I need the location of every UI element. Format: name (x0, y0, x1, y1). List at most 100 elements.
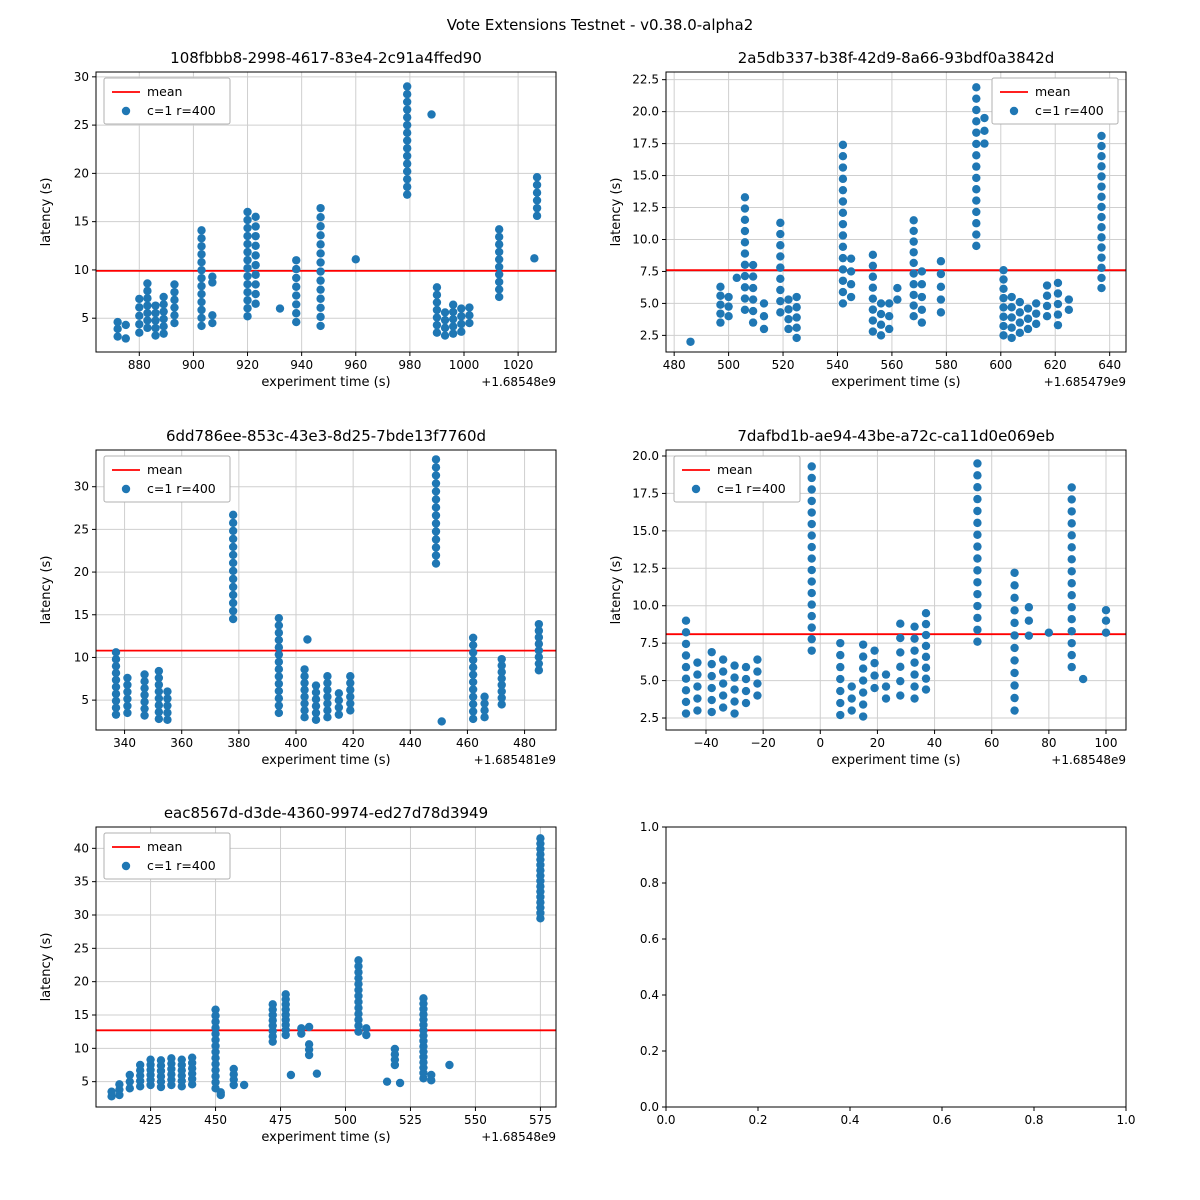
svg-text:mean: mean (717, 462, 752, 477)
svg-text:25: 25 (74, 118, 89, 132)
subplot-3: 340 360 380 400 420 440 460 480 5 10 15 20 25 30 6dd78… (0, 426, 600, 804)
svg-text:475: 475 (269, 1113, 292, 1127)
svg-text:0.0: 0.0 (640, 1100, 659, 1114)
svg-text:60: 60 (984, 736, 999, 750)
svg-text:480: 480 (513, 736, 536, 750)
svg-text:640: 640 (1098, 358, 1121, 372)
svg-text:20.0: 20.0 (632, 449, 659, 463)
chart-svg: 0.0 0.2 0.4 0.6 0.8 1.0 0.0 0.2 0.4 0.6 0.8 1.0 (640, 820, 1136, 1127)
svg-text:latency (s): latency (s) (39, 933, 54, 1002)
svg-text:10.0: 10.0 (632, 232, 659, 246)
svg-text:eac8567d-d3de-4360-9974-ed27d7: eac8567d-d3de-4360-9974-ed27d78d3949 (164, 804, 488, 822)
svg-text:latency (s): latency (s) (609, 178, 624, 247)
svg-text:+1.68548e9: +1.68548e9 (1051, 753, 1126, 767)
svg-text:7.5: 7.5 (640, 636, 659, 650)
svg-text:12.5: 12.5 (632, 201, 659, 215)
svg-text:500: 500 (717, 358, 740, 372)
svg-text:0.8: 0.8 (640, 876, 659, 890)
svg-text:latency (s): latency (s) (609, 556, 624, 625)
svg-text:80: 80 (1041, 736, 1056, 750)
svg-text:22.5: 22.5 (632, 73, 659, 87)
svg-text:940: 940 (290, 358, 313, 372)
svg-text:0.4: 0.4 (640, 988, 659, 1002)
svg-text:30: 30 (74, 908, 89, 922)
svg-text:108fbbb8-2998-4617-83e4-2c91a4: 108fbbb8-2998-4617-83e4-2c91a4ffed90 (170, 49, 482, 67)
svg-text:15: 15 (74, 608, 89, 622)
svg-text:c=1 r=400: c=1 r=400 (1035, 103, 1104, 118)
svg-text:10: 10 (74, 1041, 89, 1055)
svg-text:+1.68548e9: +1.68548e9 (481, 375, 556, 389)
svg-text:0.2: 0.2 (640, 1044, 659, 1058)
subplot-5: 425 450 475 500 525 550 575 5 10 15 20 25 30 35 40 eac8… (0, 803, 600, 1181)
svg-text:500: 500 (334, 1113, 357, 1127)
svg-text:480: 480 (663, 358, 686, 372)
svg-text:980: 980 (398, 358, 421, 372)
svg-text:360: 360 (170, 736, 193, 750)
svg-text:2.5: 2.5 (640, 711, 659, 725)
svg-text:20: 20 (74, 975, 89, 989)
subplot-4: −40 −20 0 20 40 60 80 100 2.5 5.0 7.5 10.0 12.5 15.0 1… (600, 426, 1200, 804)
svg-text:2a5db337-b38f-42d9-8a66-93bdf0: 2a5db337-b38f-42d9-8a66-93bdf0a3842d (738, 49, 1055, 67)
svg-text:5: 5 (81, 1075, 89, 1089)
svg-text:6dd786ee-853c-43e3-8d25-7bde13: 6dd786ee-853c-43e3-8d25-7bde13f7760d (166, 427, 486, 445)
svg-text:c=1 r=400: c=1 r=400 (147, 103, 216, 118)
chart-svg: −40 −20 0 20 40 60 80 100 2.5 5.0 7.5 10.0 12.5 15.0 1… (609, 427, 1127, 768)
svg-text:25: 25 (74, 522, 89, 536)
svg-text:20: 20 (74, 565, 89, 579)
svg-text:425: 425 (139, 1113, 162, 1127)
svg-text:mean: mean (147, 462, 182, 477)
svg-text:920: 920 (236, 358, 259, 372)
subplot-6: 0.0 0.2 0.4 0.6 0.8 1.0 0.0 0.2 0.4 0.6 0.8 1.0 (600, 803, 1200, 1181)
svg-text:17.5: 17.5 (632, 486, 659, 500)
svg-text:−40: −40 (693, 736, 718, 750)
svg-text:100: 100 (1095, 736, 1118, 750)
svg-text:latency (s): latency (s) (39, 178, 54, 247)
svg-text:c=1 r=400: c=1 r=400 (717, 481, 786, 496)
svg-text:17.5: 17.5 (632, 137, 659, 151)
svg-text:600: 600 (989, 358, 1012, 372)
svg-text:40: 40 (927, 736, 942, 750)
svg-text:620: 620 (1044, 358, 1067, 372)
svg-text:mean: mean (147, 84, 182, 99)
svg-text:15.0: 15.0 (632, 524, 659, 538)
svg-text:mean: mean (1035, 84, 1070, 99)
figure-title: Vote Extensions Testnet - v0.38.0-alpha2 (446, 16, 754, 34)
chart-svg: 340 360 380 400 420 440 460 480 5 10 15 20 25 30 6dd78… (39, 427, 557, 768)
svg-text:experiment time (s): experiment time (s) (261, 375, 390, 390)
svg-text:experiment time (s): experiment time (s) (261, 1130, 390, 1145)
svg-text:340: 340 (113, 736, 136, 750)
svg-text:1.0: 1.0 (1116, 1113, 1135, 1127)
svg-text:380: 380 (227, 736, 250, 750)
svg-text:30: 30 (74, 70, 89, 84)
svg-text:2.5: 2.5 (640, 328, 659, 342)
svg-text:30: 30 (74, 480, 89, 494)
svg-text:420: 420 (342, 736, 365, 750)
svg-text:7dafbd1b-ae94-43be-a72c-ca11d0: 7dafbd1b-ae94-43be-a72c-ca11d0e069eb (737, 427, 1054, 445)
svg-text:experiment time (s): experiment time (s) (831, 753, 960, 768)
svg-text:540: 540 (826, 358, 849, 372)
chart-svg: 880 900 920 940 960 980 1000 1020 5 10 15 20 25 30 108… (39, 49, 557, 390)
svg-text:0.2: 0.2 (748, 1113, 767, 1127)
svg-text:10: 10 (74, 263, 89, 277)
svg-text:10.0: 10.0 (632, 599, 659, 613)
svg-text:450: 450 (204, 1113, 227, 1127)
svg-text:880: 880 (128, 358, 151, 372)
svg-text:550: 550 (464, 1113, 487, 1127)
svg-text:−20: −20 (750, 736, 775, 750)
svg-text:40: 40 (74, 841, 89, 855)
chart-svg: 425 450 475 500 525 550 575 5 10 15 20 25 30 35 40 eac8… (39, 804, 557, 1145)
svg-text:experiment time (s): experiment time (s) (261, 753, 390, 768)
svg-text:525: 525 (399, 1113, 422, 1127)
svg-text:20: 20 (74, 166, 89, 180)
svg-text:0.6: 0.6 (932, 1113, 951, 1127)
svg-text:960: 960 (344, 358, 367, 372)
chart-svg: 480 500 520 540 560 580 600 620 640 2.5 5.0 7.5 10.0… (609, 49, 1127, 390)
svg-text:latency (s): latency (s) (39, 556, 54, 625)
svg-text:900: 900 (182, 358, 205, 372)
svg-text:5.0: 5.0 (640, 674, 659, 688)
svg-text:1.0: 1.0 (640, 820, 659, 834)
svg-text:1000: 1000 (449, 358, 480, 372)
svg-text:experiment time (s): experiment time (s) (831, 375, 960, 390)
svg-text:5.0: 5.0 (640, 296, 659, 310)
